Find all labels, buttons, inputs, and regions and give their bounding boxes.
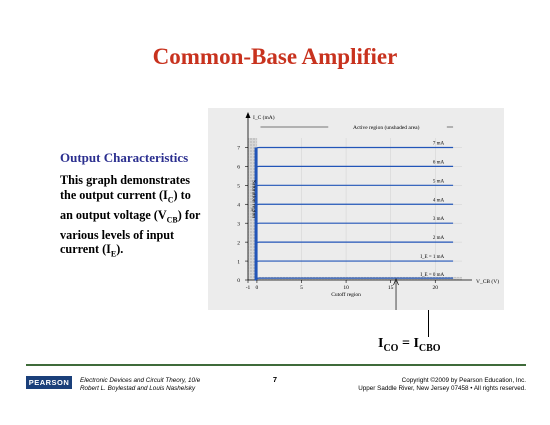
- curve-line: [254, 222, 454, 280]
- y-axis-label: I_C (mA): [253, 114, 275, 121]
- desc-line-3a: an output voltage (V: [60, 207, 167, 222]
- y-tick-label: 3: [237, 221, 240, 227]
- desc-line-2a: the output current (I: [60, 187, 168, 202]
- book-citation: Electronic Devices and Circuit Theory, 1…: [80, 377, 200, 393]
- desc-sub-c: C: [167, 195, 174, 205]
- y-axis-arrow: [245, 112, 251, 118]
- y-tick-label: 2: [237, 240, 240, 246]
- y-tick-label: 4: [237, 202, 240, 208]
- copyright-line-2: Upper Saddle River, New Jersey 07458 • A…: [358, 385, 526, 392]
- curve-base: [254, 147, 258, 280]
- description-text: This graph demonstrates the output curre…: [60, 173, 220, 262]
- desc-line-1: This graph demonstrates: [60, 173, 191, 187]
- y-tick-label: 5: [237, 184, 240, 190]
- page-number: 7: [272, 375, 278, 384]
- curve-label: 7 mA: [433, 141, 445, 146]
- curve-label: 2 mA: [433, 236, 445, 241]
- ico-pointer-stem: [428, 310, 429, 337]
- curve-label: I_E = 1 mA: [420, 255, 444, 260]
- y-tick-label: 1: [237, 259, 240, 265]
- ico-pointer-arrowhead: [393, 278, 399, 286]
- saturation-region-label: Saturation region: [250, 180, 256, 218]
- slide-title: Common-Base Amplifier: [152, 44, 398, 69]
- x-tick-label: 5: [300, 285, 303, 291]
- cutoff-region-label: Cutoff region: [331, 291, 361, 298]
- x-tick-label: -1: [246, 285, 251, 291]
- desc-line-5b: ).: [116, 242, 124, 257]
- copyright-line-1: Copyright ©2009 by Pearson Education, In…: [401, 377, 526, 384]
- book-title: Electronic Devices and Circuit Theory, 1…: [80, 377, 201, 384]
- x-axis-label: V_CB (V): [476, 278, 499, 285]
- x-tick-label: 10: [343, 285, 349, 291]
- desc-sub-e: E: [110, 249, 117, 259]
- curve-line: [254, 184, 454, 280]
- output-characteristics-chart: 0 1 2 3 4 5 6 7 -1 0 5 10 15 20 I_C (mA) V_CB (V) 7 mA 6 …: [237, 112, 499, 310]
- curve-label: I_E = 0 mA: [420, 273, 444, 278]
- book-authors: Robert L. Boylestad and Louis Nashelsky: [80, 385, 196, 392]
- curve-label: 4 mA: [433, 198, 445, 203]
- copyright: Copyright ©2009 by Pearson Education, In…: [358, 377, 526, 393]
- desc-line-2b: ) to: [173, 187, 191, 202]
- characteristics-figure: 0 1 2 3 4 5 6 7 -1 0 5 10 15 20 I_C (mA) V_CB (V) 7 mA 6 …: [208, 108, 504, 310]
- chart-axes: [245, 112, 472, 283]
- y-tick-label: 6: [237, 165, 240, 171]
- footer-rule: [26, 364, 526, 366]
- desc-line-5a: current (I: [60, 242, 111, 257]
- y-tick-label: 0: [237, 278, 240, 284]
- curve-label: 5 mA: [433, 179, 445, 184]
- pearson-logo: PEARSON: [26, 376, 72, 389]
- curve-line: [254, 146, 454, 280]
- chart-curves: [254, 146, 454, 281]
- saturation-region-shade: [248, 138, 257, 280]
- x-tick-label: 15: [388, 285, 394, 291]
- x-tick-label: 0: [256, 285, 259, 291]
- section-subtitle: Output Characteristics: [60, 150, 189, 165]
- desc-sub-cb: CB: [166, 215, 178, 225]
- x-tick-label: 20: [433, 285, 439, 291]
- desc-line-3b: ) for: [177, 207, 201, 222]
- y-tick-label: 7: [237, 146, 240, 152]
- curve-label: 3 mA: [433, 217, 445, 222]
- ico-equation: ICO = ICBO: [378, 336, 441, 354]
- curve-label: 6 mA: [433, 160, 445, 165]
- desc-line-4: various levels of input: [60, 227, 175, 242]
- active-region-label: Active region (unshaded area): [353, 124, 420, 131]
- chart-labels: 0 1 2 3 4 5 6 7 -1 0 5 10 15 20 I_C (mA) V_CB (V) 7 mA 6 …: [237, 114, 499, 310]
